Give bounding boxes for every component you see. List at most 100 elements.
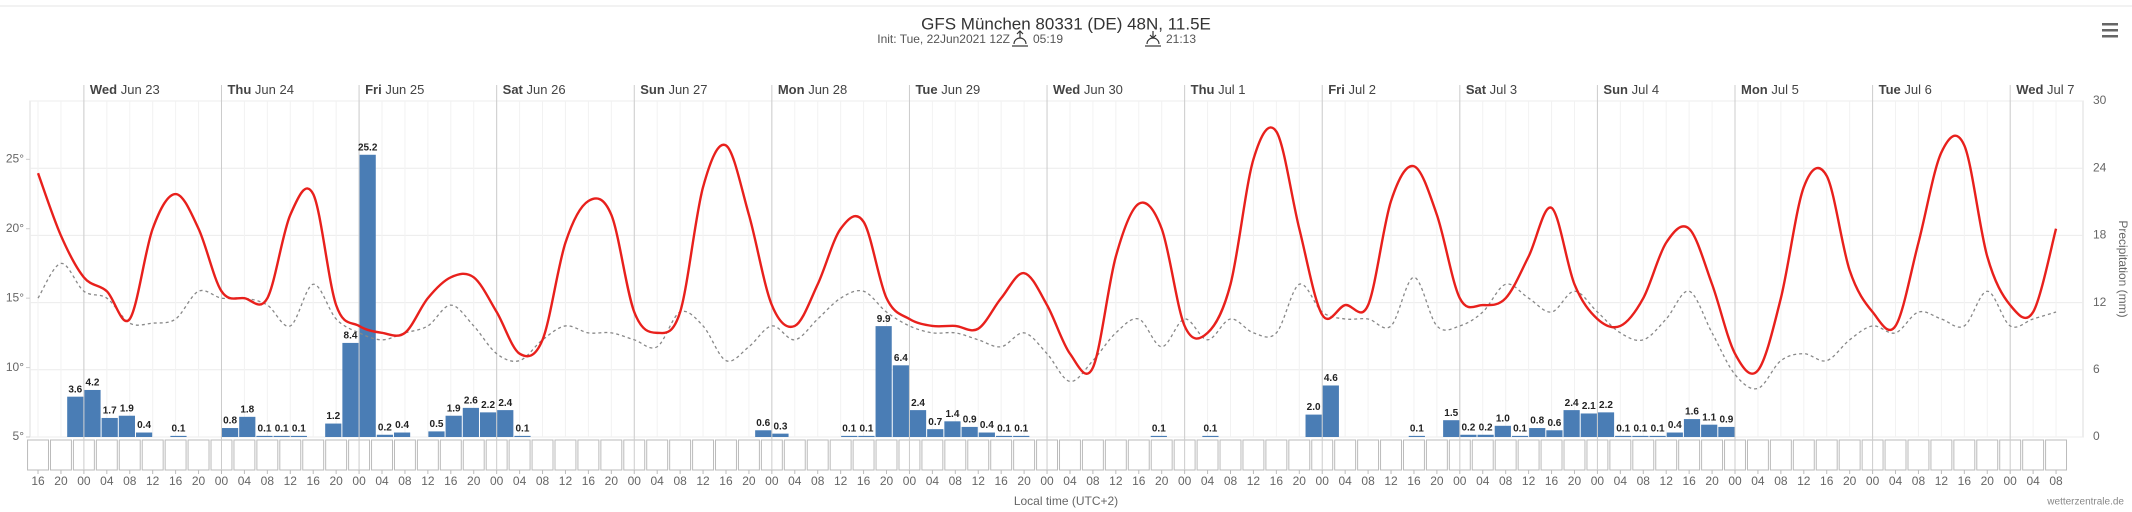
chart-title: GFS München 80331 (DE) 48N, 11.5E: [921, 14, 1211, 33]
day-date: Jun 27: [668, 82, 707, 97]
x-tick-label: 12: [696, 474, 710, 488]
wind-cell: [508, 439, 531, 471]
wind-cell: [1013, 439, 1036, 471]
x-tick-label: 08: [673, 474, 687, 488]
wind-cell: [233, 439, 256, 471]
precip-bar: [393, 432, 411, 437]
wind-cell: [49, 439, 72, 471]
precip-bar: [221, 428, 239, 437]
day-label: Thu Jul 1: [1191, 82, 1246, 97]
day-date: Jun 25: [385, 82, 424, 97]
wind-cell: [279, 439, 302, 471]
precip-bar: [1013, 435, 1030, 437]
x-tick-label: 08: [261, 474, 275, 488]
bar-label: 6.4: [894, 353, 908, 364]
day-label: Fri Jun 25: [365, 82, 424, 97]
bar-label: 0.1: [1203, 424, 1217, 435]
bar-label: 4.2: [86, 378, 100, 389]
x-tick-label: 08: [398, 474, 412, 488]
bar-label: 1.1: [1702, 412, 1716, 423]
x-tick-label: 16: [1682, 474, 1696, 488]
wind-cell: [1471, 439, 1494, 471]
y2-tick-label: 30: [2093, 93, 2107, 107]
y-tick-label: 15°: [6, 290, 24, 304]
bar-label: 1.4: [945, 409, 959, 420]
x-tick-label: 04: [1063, 474, 1077, 488]
menu-button[interactable]: [2102, 23, 2118, 38]
x-tick-label: 08: [949, 474, 963, 488]
bar-label: 0.6: [1547, 418, 1561, 429]
day-label: Sun Jun 27: [640, 82, 707, 97]
wind-cell: [1907, 439, 1930, 471]
bar-label: 1.6: [1685, 407, 1699, 418]
y-tick-label: 10°: [6, 360, 24, 374]
bar-label: 1.2: [326, 411, 340, 422]
x-tick-label: 20: [1981, 474, 1995, 488]
wind-cell: [600, 439, 623, 471]
wind-cell: [646, 439, 669, 471]
x-tick-label: 12: [972, 474, 986, 488]
bar-label: 25.2: [358, 142, 378, 153]
wind-cell: [1219, 439, 1242, 471]
wind-cell: [1632, 439, 1655, 471]
day-date: Jul 1: [1218, 82, 1245, 97]
wind-cell: [1769, 439, 1792, 471]
x-tick-label: 20: [880, 474, 894, 488]
y2-tick-label: 24: [2093, 160, 2107, 174]
day-label: Mon Jun 28: [778, 82, 847, 97]
wind-cell: [1288, 439, 1311, 471]
precip-bar: [875, 326, 892, 437]
precip-bar: [1546, 430, 1563, 437]
x-tick-label: 04: [1889, 474, 1903, 488]
precip-bar: [1597, 412, 1615, 437]
x-tick-label: 00: [628, 474, 642, 488]
x-tick-label: 16: [994, 474, 1008, 488]
bar-label: 0.2: [378, 422, 392, 433]
day-label: Sat Jul 3: [1466, 82, 1517, 97]
x-tick-label: 20: [54, 474, 68, 488]
precip-bar: [445, 415, 462, 437]
day-date: Jun 30: [1084, 82, 1123, 97]
precip-bar: [359, 154, 376, 437]
chart-subtitle: Init: Tue, 22Jun2021 12Z: [877, 32, 1010, 46]
wind-cell: [1081, 439, 1104, 471]
wind-cell: [1884, 439, 1907, 471]
x-tick-label: 20: [1017, 474, 1031, 488]
day-label: Tue Jul 6: [1879, 82, 1932, 97]
bar-label: 0.1: [842, 424, 856, 435]
day-name: Sun: [640, 82, 665, 97]
precip-bar: [1666, 432, 1683, 437]
precip-bar: [1683, 419, 1701, 437]
x-tick-label: 00: [1591, 474, 1605, 488]
bar-label: 0.4: [137, 420, 151, 431]
x-tick-label: 08: [123, 474, 137, 488]
x-tick-label: 00: [215, 474, 229, 488]
wind-cell: [1242, 439, 1265, 471]
wind-cell: [806, 439, 829, 471]
wind-cell: [1425, 439, 1448, 471]
precip-bar: [376, 434, 393, 437]
wind-cell: [1609, 439, 1632, 471]
x-tick-label: 20: [467, 474, 481, 488]
precip-bar: [1529, 428, 1546, 437]
x-tick-label: 08: [1361, 474, 1375, 488]
wind-cell: [1150, 439, 1173, 471]
x-tick-label: 04: [238, 474, 252, 488]
wind-cell: [325, 439, 348, 471]
wind-cell: [1563, 439, 1586, 471]
wind-cell: [1402, 439, 1425, 471]
precip-bar: [342, 342, 359, 437]
day-name: Wed: [2016, 82, 2043, 97]
x-tick-label: 20: [742, 474, 756, 488]
day-date: Jun 28: [808, 82, 847, 97]
x-tick-label: 04: [513, 474, 527, 488]
precip-bar: [462, 407, 479, 437]
precip-bar: [892, 365, 909, 437]
x-tick-label: 08: [1224, 474, 1238, 488]
sunrise-icon: [1012, 30, 1028, 47]
day-name: Sun: [1603, 82, 1628, 97]
x-tick-label: 00: [490, 474, 504, 488]
wind-cell: [1494, 439, 1517, 471]
wind-cell: [829, 439, 852, 471]
